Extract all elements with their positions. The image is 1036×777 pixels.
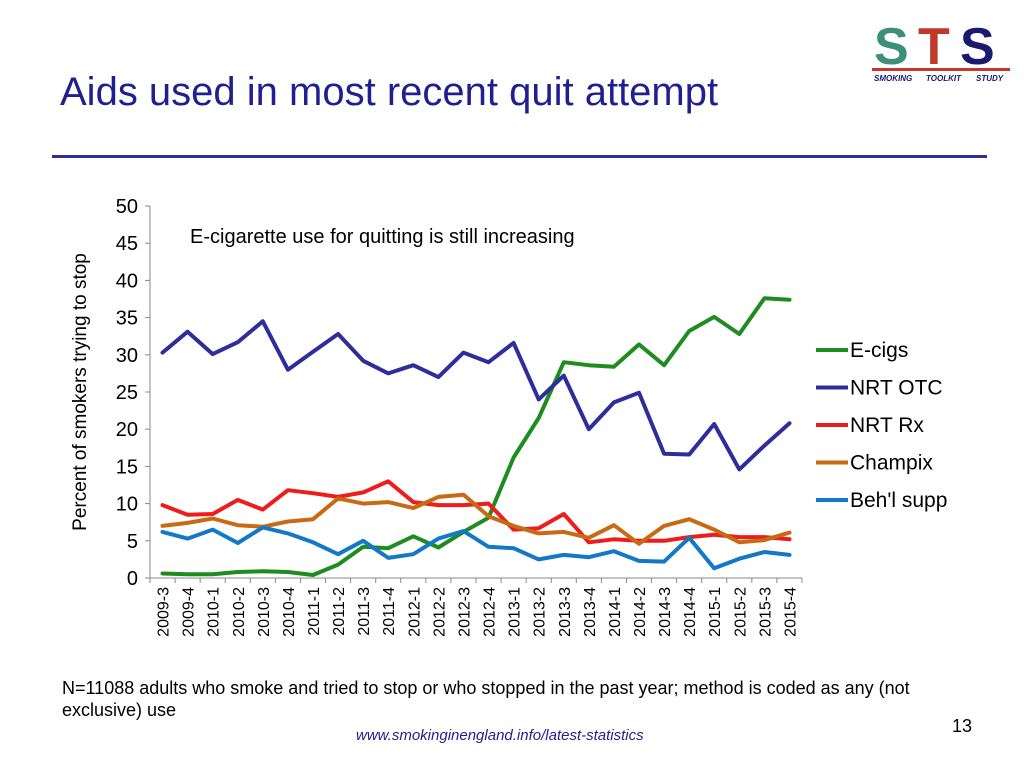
x-tick-label: 2013-1 (507, 587, 524, 637)
x-tick-label: 2010-2 (231, 587, 248, 637)
x-tick-label: 2014-4 (682, 587, 699, 637)
logo-bar (872, 68, 1010, 71)
chart-annotation: E-cigarette use for quitting is still in… (190, 226, 575, 248)
x-tick-label: 2015-4 (782, 587, 799, 637)
x-tick-label: 2010-3 (256, 587, 273, 637)
x-tick-label: 2009-4 (181, 587, 198, 637)
legend-label: Champix (850, 452, 933, 475)
y-tick-label: 45 (116, 233, 138, 255)
y-tick-label: 15 (116, 456, 138, 478)
x-tick-label: 2011-4 (381, 587, 398, 636)
y-tick-label: 20 (116, 419, 138, 441)
x-tick-label: 2012-2 (431, 587, 448, 637)
logo-sub-study: STUDY (976, 74, 1004, 83)
logo-sub-smoking: SMOKING (874, 74, 912, 83)
y-tick-label: 5 (127, 531, 138, 553)
x-tick-label: 2010-4 (281, 587, 298, 637)
series-line-champix (160, 492, 792, 546)
series-line-e-cigs (160, 296, 792, 577)
logo-letter-t: T (918, 18, 950, 76)
series-line-beh-l-supp (160, 525, 792, 571)
x-tick-label: 2010-1 (206, 587, 223, 637)
x-tick-label: 2011-1 (306, 587, 323, 636)
chart-series-lines (160, 296, 792, 577)
source-link[interactable]: www.smokinginengland.info/latest-statist… (356, 727, 644, 744)
x-tick-label: 2014-3 (657, 587, 674, 637)
y-tick-label: 10 (116, 494, 138, 516)
y-tick-label: 25 (116, 382, 138, 404)
logo-letter-s: S (874, 18, 909, 76)
x-tick-label: 2015-3 (757, 587, 774, 637)
x-tick-label: 2009-3 (156, 587, 173, 637)
footnote: N=11088 adults who smoke and tried to st… (62, 678, 910, 720)
legend-label: E-cigs (850, 339, 908, 362)
series-line-nrt-otc (160, 319, 792, 472)
y-tick-label: 30 (116, 345, 138, 367)
x-tick-label: 2013-4 (582, 587, 599, 637)
x-tick-label: 2011-2 (331, 587, 348, 636)
sts-logo: S T S SMOKING TOOLKIT STUDY (872, 18, 1010, 83)
x-tick-label: 2013-3 (557, 587, 574, 637)
y-tick-label: 0 (127, 568, 138, 590)
legend-label: NRT OTC (850, 377, 943, 400)
logo-letter-s2: S (960, 18, 995, 76)
x-tick-label: 2012-3 (456, 587, 473, 637)
x-tick-label: 2012-4 (482, 587, 499, 637)
x-tick-label: 2013-2 (532, 587, 549, 637)
legend-label: Beh'l supp (850, 489, 947, 512)
y-axis-label: Percent of smokers trying to stop (70, 253, 91, 531)
x-tick-label: 2012-1 (406, 587, 423, 637)
page-number: 13 (952, 716, 973, 736)
x-tick-label: 2014-2 (632, 587, 649, 637)
chart-legend: E-cigs NRT OTC NRT Rx Champix Beh'l supp (816, 339, 947, 512)
logo-sub-toolkit: TOOLKIT (926, 74, 962, 83)
y-tick-label: 35 (116, 308, 138, 330)
x-tick-label: 2015-2 (732, 587, 749, 637)
chart-axes: 0 5 10 15 20 25 30 35 40 45 50 2009-3 2009-4 2010-1 20… (116, 196, 803, 637)
slide-title: Aids used in most recent quit attempt (60, 70, 719, 114)
title-divider (52, 155, 987, 158)
x-tick-label: 2011-3 (356, 587, 373, 636)
x-tick-label: 2014-1 (607, 587, 624, 637)
x-tick-label: 2015-1 (707, 587, 724, 637)
y-tick-label: 40 (116, 270, 138, 292)
legend-label: NRT Rx (850, 414, 924, 437)
y-tick-label: 50 (116, 196, 138, 218)
